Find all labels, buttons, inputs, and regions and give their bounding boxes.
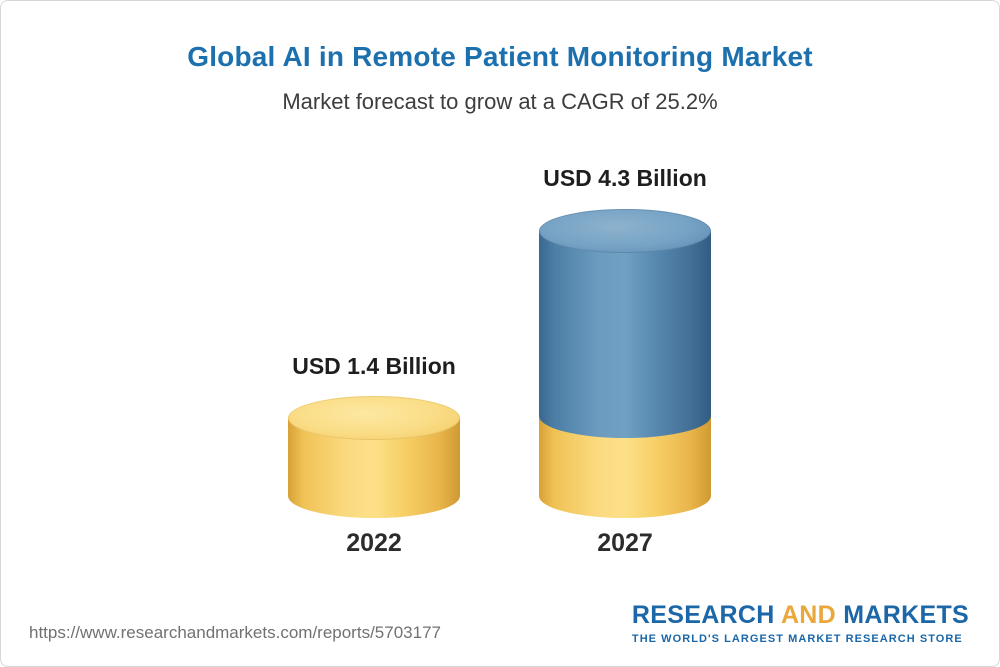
bar-2027-top-ellipse xyxy=(539,209,711,253)
chart-subtitle: Market forecast to grow at a CAGR of 25.… xyxy=(282,89,718,114)
report-url: https://www.researchandmarkets.com/repor… xyxy=(29,623,441,642)
chart-title: Global AI in Remote Patient Monitoring M… xyxy=(187,41,813,72)
value-label-2022: USD 1.4 Billion xyxy=(292,353,456,379)
logo-tagline: THE WORLD'S LARGEST MARKET RESEARCH STOR… xyxy=(631,633,963,645)
x-axis-label-2022: 2022 xyxy=(346,529,402,557)
value-label-2027: USD 4.3 Billion xyxy=(543,165,707,191)
x-axis-label-2027: 2027 xyxy=(597,529,653,557)
research-and-markets-logo: RESEARCH AND MARKETS THE WORLD'S LARGEST… xyxy=(632,601,969,645)
logo-word-research: RESEARCH xyxy=(631,601,775,629)
bar-2027 xyxy=(539,231,711,438)
logo-word-and: AND xyxy=(780,601,837,629)
logo-word-markets: MARKETS xyxy=(843,601,969,629)
logo-wordmark: RESEARCH AND MARKETS xyxy=(632,601,969,630)
bar-2022-top-ellipse xyxy=(288,396,460,440)
